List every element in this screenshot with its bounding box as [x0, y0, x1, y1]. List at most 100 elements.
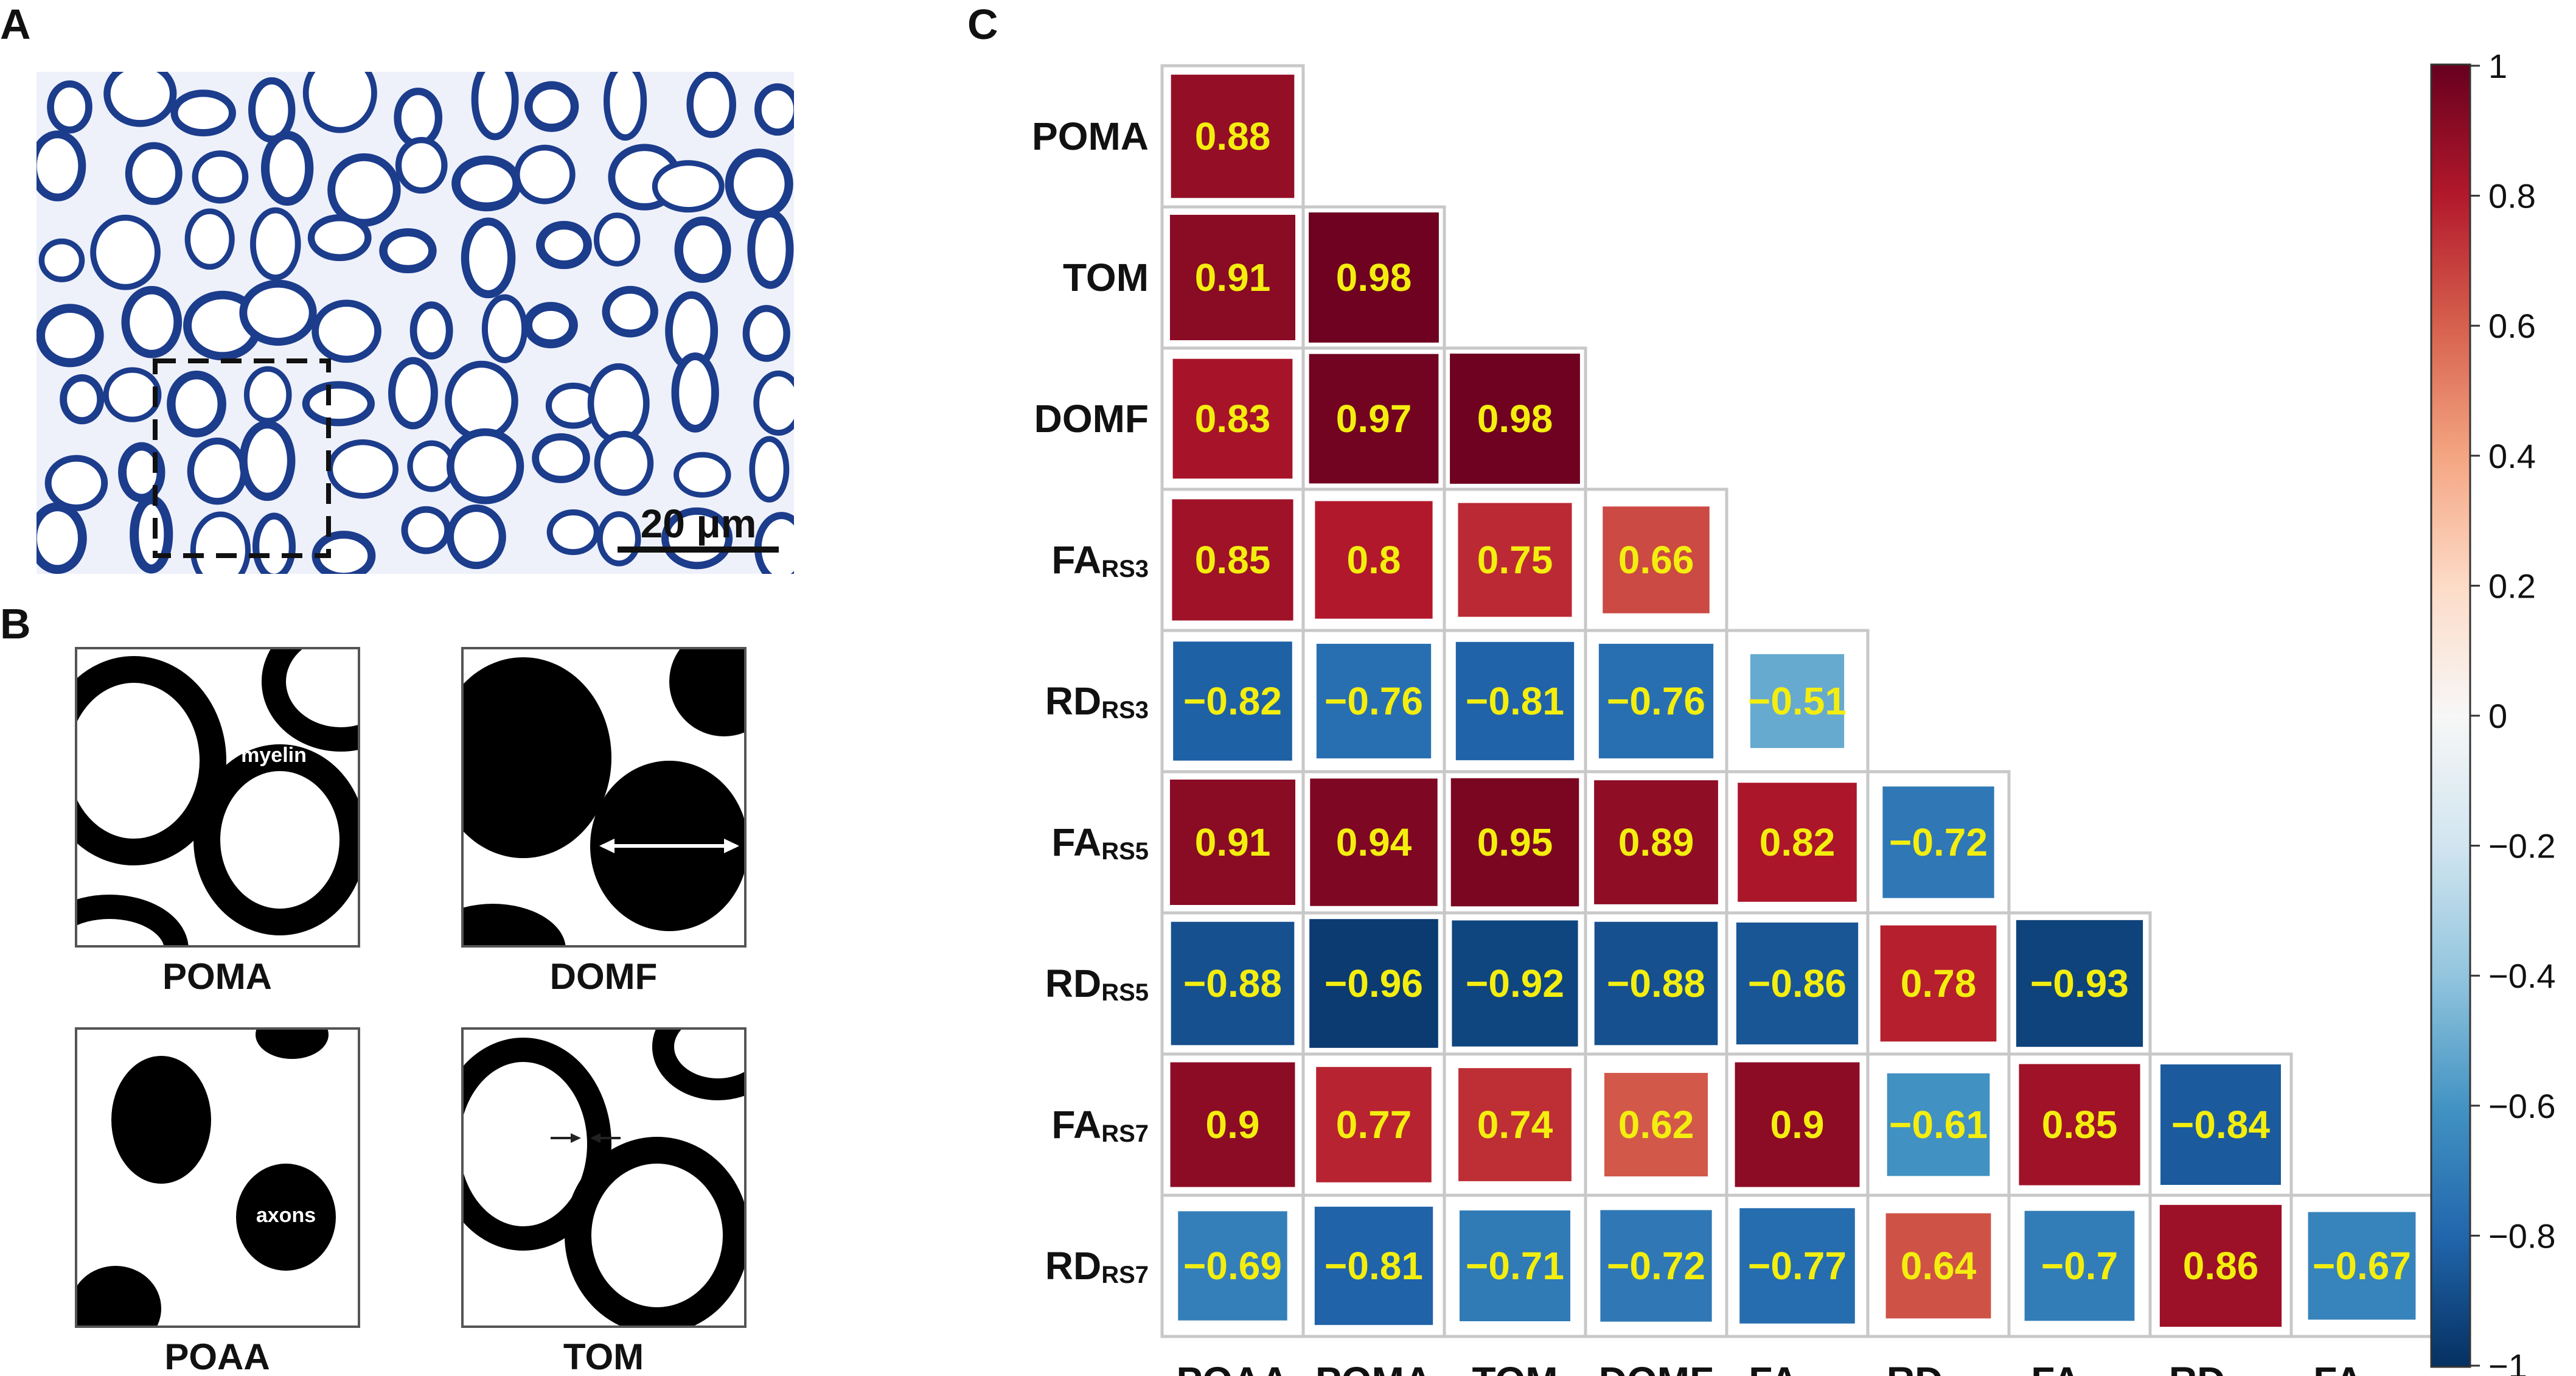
- cell-value-label: 0.97: [1336, 397, 1412, 441]
- cell-value-label: −0.76: [1607, 679, 1705, 723]
- heatmap-cell: [1172, 358, 1293, 479]
- fiber-ring: [239, 279, 317, 346]
- fiber-ring: [37, 130, 86, 201]
- fiber-ring: [192, 150, 249, 204]
- mask-poma: myelin POMA: [75, 647, 360, 997]
- heatmap-cell: [2160, 1064, 2281, 1185]
- heatmap-cell: [1887, 1073, 1990, 1176]
- fiber-ring: [451, 155, 522, 212]
- fiber-ring: [47, 80, 92, 134]
- fiber-ring: [38, 238, 85, 282]
- heatmap-cells: 0.88 0.91 0.98 0.83 0.97 0.98 0.85 0.8 0.75 0.66 −…: [1169, 74, 2416, 1327]
- heatmap-cell: [1170, 1062, 1295, 1187]
- cell-value-label: −0.77: [1748, 1244, 1847, 1288]
- heatmap-cell: [1738, 783, 1857, 902]
- fiber-ring: [170, 89, 236, 137]
- row-label: FARS5: [1051, 820, 1149, 865]
- heatmap-cell: [1603, 506, 1710, 613]
- mask-poaa: axons POAA: [75, 1027, 360, 1376]
- cell-value-label: 0.78: [1901, 962, 1977, 1005]
- column-label: FARS5: [2031, 1359, 2128, 1376]
- heatmap-cell: [1169, 779, 1296, 906]
- colorbar-tick-label: −0.2: [2488, 827, 2556, 865]
- heatmap-cell: [1316, 1067, 1432, 1182]
- fiber-ring: [754, 512, 794, 574]
- heatmap-cell: [2308, 1212, 2416, 1320]
- fiber-ring: [60, 374, 105, 425]
- cell-value-label: −0.51: [1748, 679, 1847, 723]
- cell-value-label: −0.88: [1183, 962, 1282, 1005]
- heatmap-cell: [1309, 354, 1439, 484]
- fiber-ring: [546, 509, 600, 556]
- column-label: FARS7: [2313, 1359, 2411, 1376]
- fiber-ring: [327, 153, 401, 227]
- heatmap-cell: [1173, 641, 1292, 761]
- fiber-ring: [327, 439, 399, 499]
- heatmap-cell: [1309, 919, 1438, 1048]
- column-labels: POAA POMA TOM DOMF FARS3 RDRS3 FARS5 RDRS5 FARS7: [1177, 1359, 2411, 1376]
- colorbar-tick-label: −0.6: [2488, 1087, 2556, 1125]
- mask-caption-domf: DOMF: [550, 956, 658, 997]
- row-label: TOM: [1063, 256, 1149, 299]
- panel-label-b: B: [0, 600, 31, 648]
- cell-value-label: 0.98: [1336, 256, 1412, 299]
- cell-value-label: −0.67: [2313, 1244, 2411, 1288]
- fiber-ring: [395, 136, 448, 194]
- cell-value-label: 0.82: [1760, 820, 1836, 864]
- scale-bar-label: 20 μm: [641, 501, 757, 546]
- fiber-ring: [749, 436, 790, 503]
- fiber-ring: [394, 87, 443, 148]
- heatmap-cell: [1880, 925, 1997, 1042]
- fiber-ring: [747, 209, 794, 289]
- heatmap-cell: [1172, 499, 1293, 621]
- row-label: POMA: [1032, 114, 1149, 158]
- cell-value-label: 0.91: [1195, 256, 1271, 299]
- fiber-ring: [44, 455, 108, 511]
- fiber-ring: [248, 77, 296, 143]
- cell-value-label: 0.8: [1347, 538, 1401, 582]
- row-label: RDRS5: [1045, 962, 1149, 1006]
- fiber-ring: [260, 130, 314, 206]
- cell-value-label: −0.96: [1325, 962, 1423, 1005]
- panel-label-c: C: [967, 1, 998, 48]
- zoom-region-box: [153, 358, 331, 558]
- fiber-ring: [523, 302, 578, 349]
- heatmap-cell: [1885, 1213, 1991, 1319]
- fiber-ring: [103, 72, 177, 127]
- column-label: POMA: [1315, 1359, 1432, 1376]
- cell-value-label: 0.9: [1206, 1103, 1260, 1147]
- heatmap-cell: [1598, 643, 1714, 759]
- heatmap-cell: [1594, 921, 1718, 1046]
- colorbar-tick-label: −1: [2488, 1347, 2527, 1376]
- fiber-ring: [514, 144, 576, 204]
- cell-value-label: −0.72: [1607, 1244, 1705, 1288]
- heatmap-cell: [1452, 920, 1578, 1047]
- heatmap-cell: [1450, 778, 1579, 907]
- mask-tom: TOM: [461, 1027, 747, 1376]
- heatmap-cell: [1594, 780, 1718, 904]
- heatmap-cell: [1458, 1068, 1572, 1181]
- cell-value-label: 0.91: [1195, 820, 1271, 864]
- heatmap-cell: [1315, 501, 1433, 619]
- micrograph-image: 20 μm: [37, 72, 794, 574]
- fiber-ring: [754, 83, 794, 136]
- heatmap-cell: [1450, 354, 1580, 484]
- scale-bar: [618, 547, 779, 553]
- heatmap-cell: [1458, 503, 1572, 617]
- colorbar-tick-label: 1: [2488, 47, 2507, 85]
- row-label: FARS3: [1051, 538, 1149, 582]
- cell-value-label: −0.7: [2041, 1244, 2118, 1288]
- mask-caption-poma: POMA: [162, 956, 272, 997]
- fiber-ring: [603, 72, 647, 141]
- cell-value-label: −0.88: [1607, 962, 1705, 1005]
- colorbar: [2430, 63, 2471, 1368]
- heatmap-cell: [1739, 1208, 1855, 1324]
- cell-value-label: −0.84: [2171, 1103, 2270, 1147]
- heatmap-cell: [1455, 641, 1575, 761]
- fiber-ring: [118, 442, 165, 503]
- row-label: DOMF: [1034, 397, 1149, 441]
- fiber-ring: [652, 160, 725, 213]
- fiber-ring: [686, 72, 736, 138]
- heatmap-cell: [2159, 1204, 2282, 1327]
- fiber-ring: [753, 370, 794, 436]
